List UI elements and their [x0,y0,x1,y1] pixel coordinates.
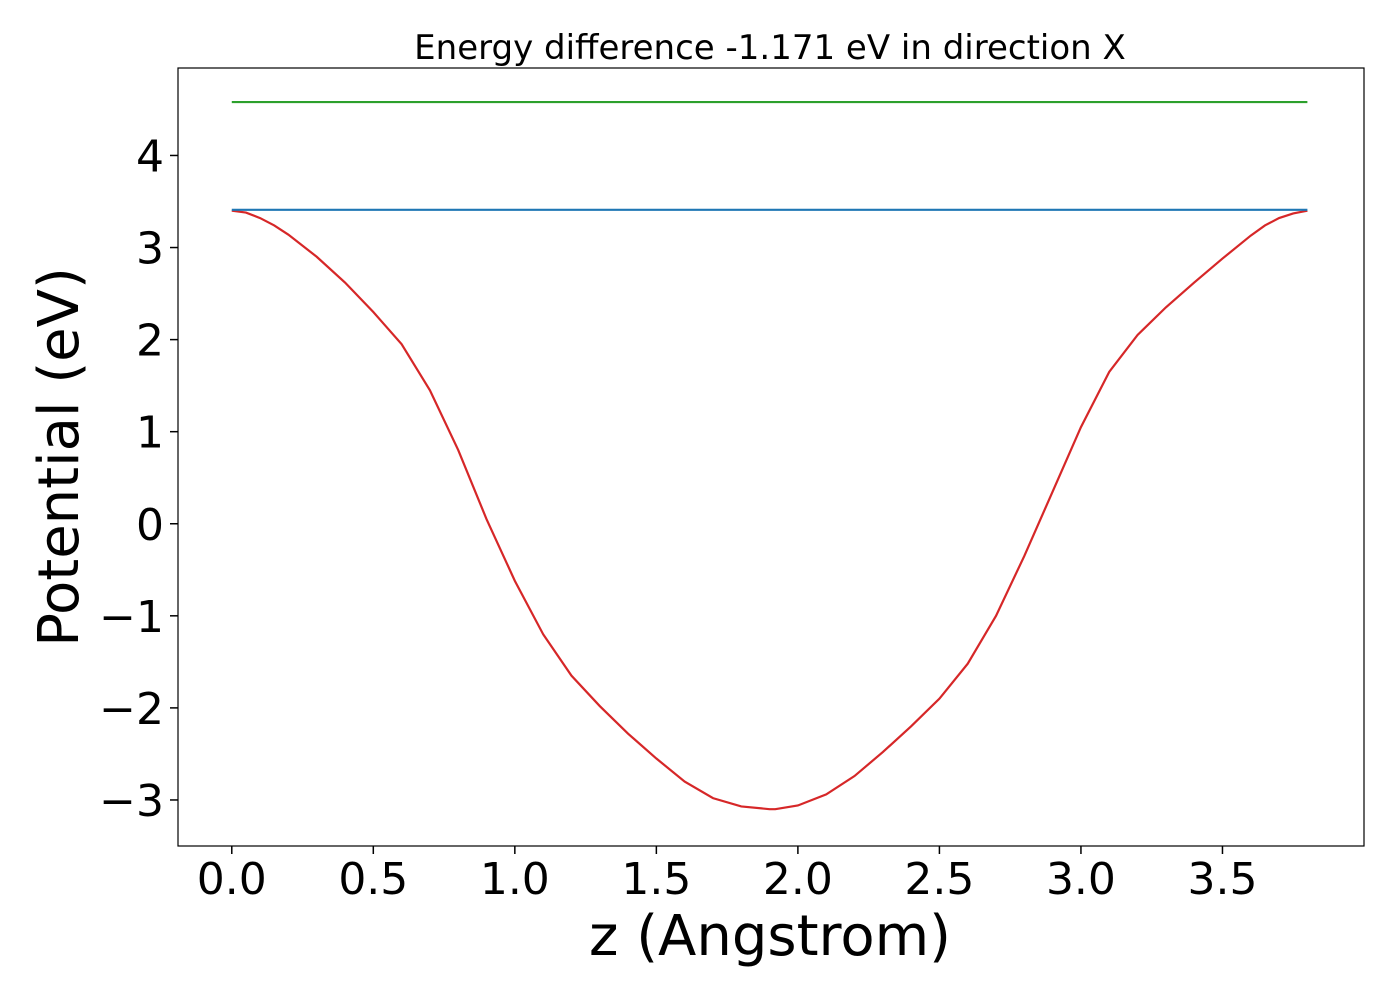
x-tick-label: 3.5 [1187,854,1257,905]
x-tick-label: 0.5 [338,854,408,905]
x-tick-label: 0.0 [197,854,267,905]
y-tick-label: 1 [136,408,164,459]
x-tick-label: 2.0 [763,854,833,905]
y-tick-label: 3 [136,224,164,275]
chart-title: Energy difference -1.171 eV in direction… [414,28,1126,68]
x-tick-label: 1.0 [480,854,550,905]
y-axis-ticks: −3 −2 −1 0 1 2 3 4 [99,131,178,827]
axes-frame [177,67,1365,847]
plot-lines [231,100,1308,811]
y-axis-label: Potential (eV) [27,267,92,647]
y-tick-label: −3 [99,776,164,827]
y-tick-label: −2 [99,684,164,735]
x-tick-label: 1.5 [621,854,691,905]
x-axis-label: z (Angstrom) [589,904,951,969]
y-tick-label: 4 [136,131,164,182]
y-tick-label: 0 [136,500,164,551]
x-tick-label: 2.5 [904,854,974,905]
y-tick-label: −1 [99,592,164,643]
x-tick-label: 3.0 [1046,854,1116,905]
series-line-1 [231,209,1308,811]
x-axis-ticks: 0.0 0.5 1.0 1.5 2.0 2.5 3.0 3.5 [197,846,1257,905]
y-tick-label: 2 [136,316,164,367]
